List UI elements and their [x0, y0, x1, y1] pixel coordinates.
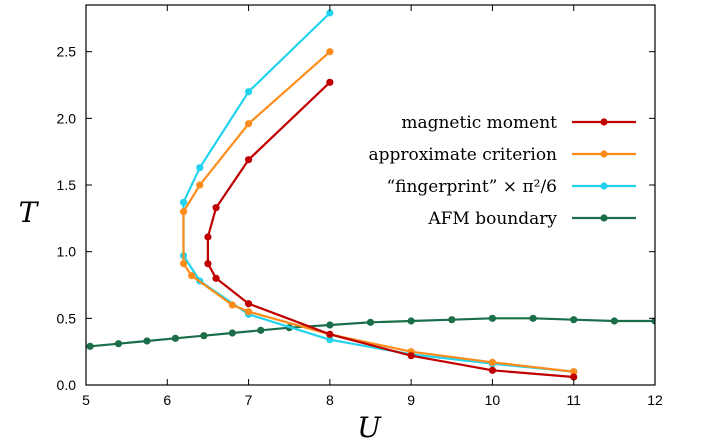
data-point	[326, 336, 334, 344]
data-point	[204, 233, 212, 241]
data-point	[228, 329, 236, 337]
y-tick-label: 0.5	[57, 310, 77, 326]
data-point	[529, 314, 537, 322]
data-point	[326, 330, 334, 338]
data-point	[143, 337, 151, 345]
data-point	[244, 300, 253, 308]
legend-swatch-marker-2	[600, 182, 608, 190]
data-point	[196, 181, 204, 189]
data-point	[244, 308, 253, 316]
data-point	[448, 316, 456, 324]
plot-frame	[85, 4, 656, 386]
x-tick-label: 5	[82, 392, 90, 408]
data-point	[407, 317, 415, 325]
legend-swatch-marker-3	[600, 214, 608, 222]
data-point	[407, 352, 415, 360]
x-tick-label: 10	[485, 392, 501, 408]
series-line-1	[182, 50, 574, 373]
data-point	[366, 318, 375, 326]
data-point	[244, 88, 253, 96]
x-axis-label: U	[357, 411, 382, 444]
x-tick-label: 12	[647, 392, 663, 408]
legend-label-3: AFM boundary	[427, 209, 557, 229]
y-tick-label: 1.5	[57, 177, 77, 193]
y-tick-label: 0.0	[57, 377, 77, 393]
data-point	[212, 274, 220, 282]
data-point	[326, 321, 334, 329]
y-tick-label: 1.0	[57, 244, 77, 260]
x-tick-label: 6	[163, 392, 171, 408]
data-point	[179, 198, 188, 206]
data-point	[179, 208, 188, 216]
data-point	[244, 156, 253, 164]
data-point	[570, 368, 578, 376]
data-point	[179, 260, 188, 268]
y-tick-label: 2.0	[57, 110, 77, 126]
data-point	[610, 317, 618, 325]
legend-label-1: approximate criterion	[368, 145, 557, 165]
data-point	[212, 204, 220, 212]
data-point	[196, 164, 204, 172]
data-point	[114, 340, 123, 348]
axes-group: 5 6 7 8 9 10 11 12 0.0 0.5 1.0 1.5 2.0 2.5	[57, 4, 663, 408]
data-point	[244, 120, 253, 128]
data-point	[171, 334, 180, 342]
legend: magnetic moment approximate criterion “fin…	[368, 113, 636, 229]
series-group	[86, 9, 655, 381]
data-point	[651, 317, 655, 325]
data-point	[488, 314, 497, 322]
data-point	[188, 272, 196, 280]
x-tick-label: 8	[326, 392, 334, 408]
legend-swatch-marker-0	[600, 118, 608, 126]
data-point	[488, 358, 497, 366]
x-tick-label: 7	[245, 392, 253, 408]
data-point	[200, 332, 208, 340]
data-point	[570, 373, 578, 381]
data-point	[228, 301, 236, 309]
legend-swatch-marker-1	[600, 150, 608, 158]
data-point	[326, 9, 334, 17]
data-point	[257, 326, 265, 334]
data-point	[204, 260, 212, 268]
data-point	[326, 78, 334, 86]
y-axis-label: T	[19, 196, 40, 229]
y-tick-label: 2.5	[57, 44, 77, 60]
x-tick-label: 11	[566, 392, 581, 408]
data-point	[570, 316, 578, 324]
legend-label-2: “fingerprint” × π²/6	[386, 177, 557, 197]
data-point	[86, 342, 94, 350]
legend-label-0: magnetic moment	[401, 113, 557, 133]
data-point	[326, 48, 334, 56]
x-tick-label: 9	[407, 392, 415, 408]
data-point	[488, 366, 497, 374]
